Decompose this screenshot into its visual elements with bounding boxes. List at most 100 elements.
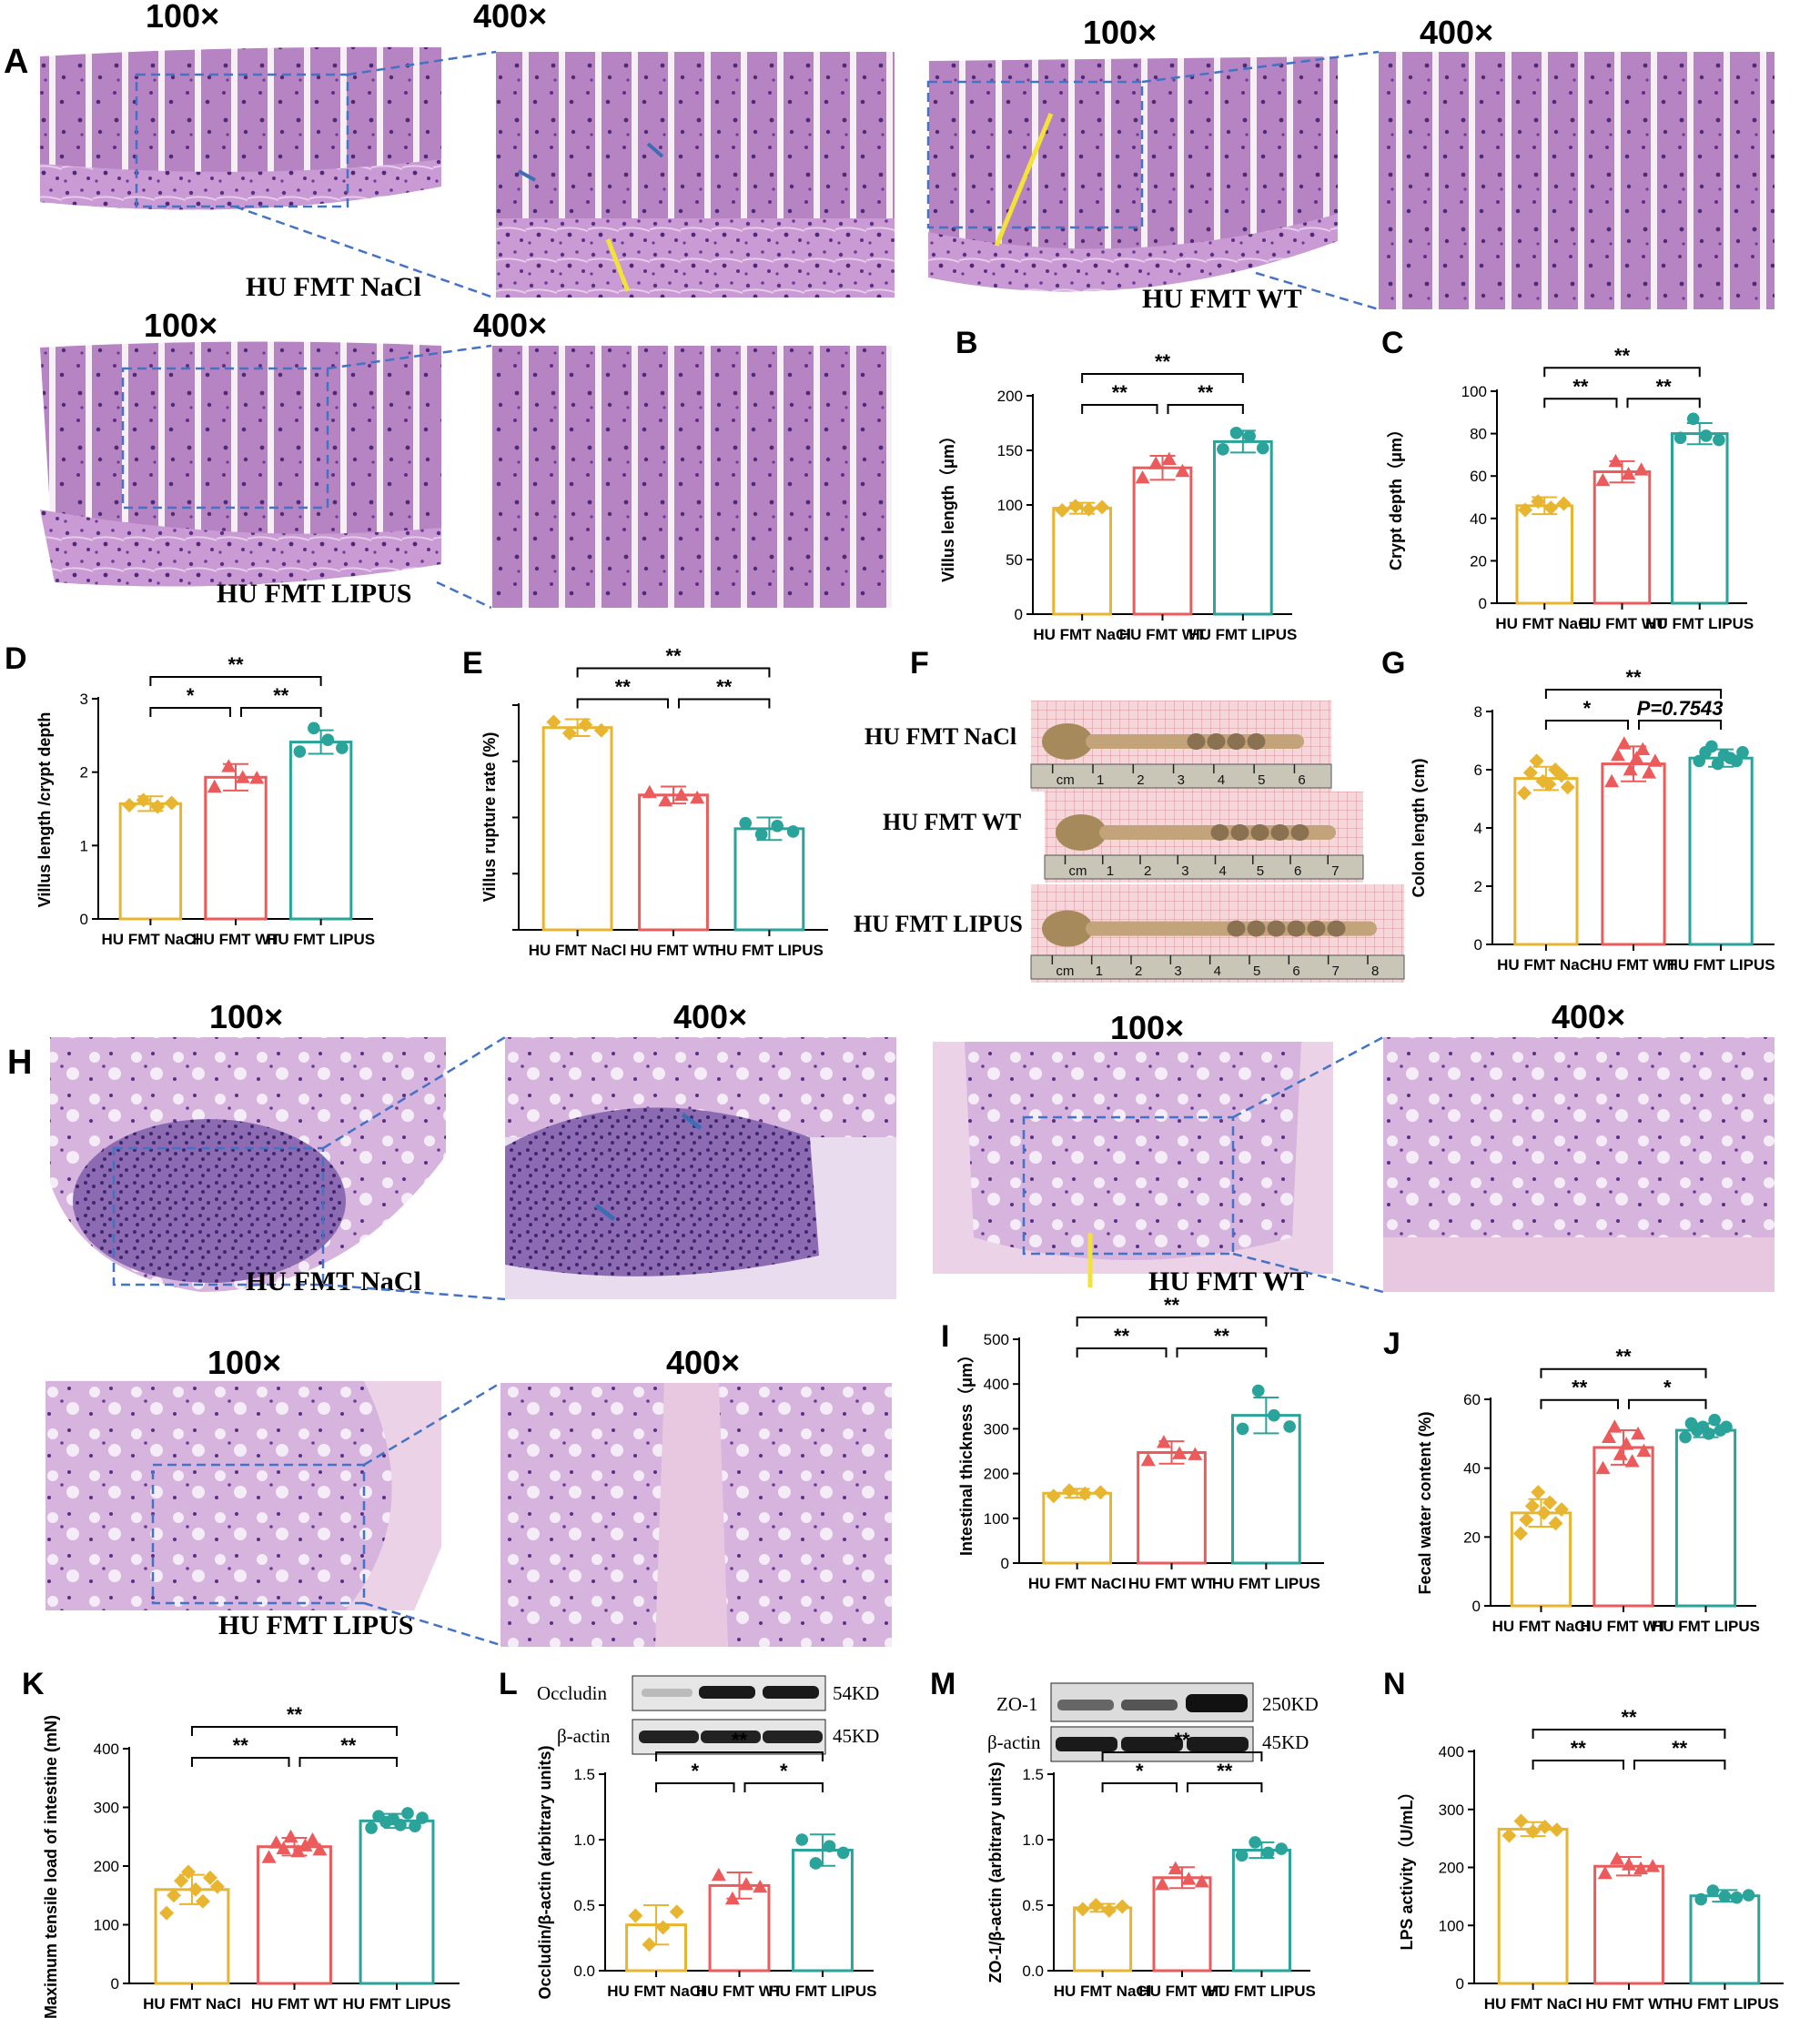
data-point (578, 717, 593, 732)
ruler-tick-label: 4 (1219, 863, 1227, 879)
y-axis-label: LPS activity（U/mL） (1398, 1783, 1416, 1950)
bar (1671, 432, 1729, 605)
blot-l: Occludin 54KD β-actin 45KD (537, 1675, 879, 1755)
mag-label-a1-high: 400× (473, 0, 547, 35)
y-tick-label: 0 (1472, 1598, 1481, 1615)
fecal-pellet (1227, 920, 1246, 937)
data-point (561, 725, 577, 741)
x-tick-label: HU FMT WT (251, 1995, 339, 2013)
x-tick-label: HU FMT LIPUS (1645, 615, 1754, 632)
y-axis-label: Intestinal thickness（μm） (957, 1347, 976, 1556)
data-point (1647, 753, 1663, 767)
data-point (1742, 1889, 1755, 1902)
significance-bracket (1076, 1347, 1168, 1357)
colon-photo-2: cm 1 2 3 4 5 6 7 8 (1030, 884, 1405, 983)
x-tick-label: HU FMT LIPUS (715, 942, 824, 959)
significance-label: ** (1672, 1737, 1688, 1760)
zoom-line (234, 205, 497, 300)
panel-label: G (1381, 646, 1405, 681)
significance-label: ** (287, 1703, 303, 1726)
significance-bracket (743, 1782, 824, 1792)
group-label-a-wt: HU FMT WT (1142, 284, 1302, 314)
micrograph-h-wt-400x (1383, 1037, 1774, 1292)
chart-j: J 0 20 40 60 Fecal water content (%) HU FMT Na… (1383, 1327, 1760, 1635)
data-point (1161, 451, 1177, 465)
data-point (1633, 1861, 1649, 1875)
data-point (1553, 768, 1569, 783)
fecal-pellet (1327, 920, 1346, 937)
significance-bracket (1081, 373, 1244, 383)
arrow-icon (518, 169, 536, 182)
fecal-pellet (1230, 824, 1249, 841)
data-point (1531, 1485, 1546, 1500)
bar (1601, 762, 1666, 946)
zoom-line (347, 50, 497, 76)
data-point (1543, 500, 1559, 516)
panel-label-a: A (4, 43, 28, 81)
data-point (836, 1846, 850, 1860)
significance-label: ** (1155, 350, 1171, 373)
data-point (1616, 736, 1632, 750)
y-tick-label: 0 (80, 911, 88, 928)
y-tick-label: 80 (1470, 426, 1487, 443)
significance-label: ** (1656, 375, 1673, 398)
significance-bracket (1628, 1398, 1707, 1409)
significance-label: * (691, 1760, 699, 1782)
data-point (1595, 472, 1611, 487)
y-tick-label: 500 (984, 1331, 1009, 1348)
significance-bracket (190, 1726, 399, 1736)
significance-label: ** (1114, 1325, 1130, 1347)
data-point (1256, 441, 1269, 455)
data-point (1713, 433, 1725, 447)
blot-m-top-label: ZO-1 (996, 1693, 1038, 1715)
blot-band (642, 1689, 693, 1697)
significance-bracket (1633, 1760, 1726, 1770)
fecal-pellet (1207, 733, 1226, 750)
panel-label: E (462, 646, 483, 681)
zoom-line (436, 580, 492, 610)
x-tick-label: HU FMT LIPUS (1652, 1618, 1760, 1635)
data-point (1636, 1443, 1652, 1458)
data-point (1633, 462, 1649, 476)
x-tick-label: HU FMT LIPUS (1212, 1575, 1320, 1592)
blot-band (1057, 1700, 1114, 1710)
data-point (1730, 1891, 1744, 1904)
significance-label: ** (665, 644, 682, 667)
chart-l: L 0.0 0.5 1.0 1.5 Occludin/β-actin (arbitrary… (499, 1667, 876, 2000)
data-point (1607, 1419, 1623, 1433)
data-point (1608, 453, 1623, 468)
significance-label: ** (1174, 1729, 1190, 1751)
ruler-tick-label: 7 (1332, 964, 1340, 979)
data-point (1542, 1495, 1558, 1510)
significance-label: ** (233, 1734, 249, 1757)
zoom-line (322, 1035, 506, 1150)
data-point (1610, 748, 1625, 762)
data-point (1624, 1454, 1640, 1468)
micrograph-a-nacl-100x: HU FMT NaCl (40, 46, 441, 302)
y-tick-label: 1 (80, 837, 88, 854)
data-point (1531, 494, 1546, 510)
data-point (1229, 427, 1243, 439)
group-label-h-lipus: HU FMT LIPUS (218, 1610, 413, 1640)
x-tick-label: HU FMT WT (1580, 1618, 1667, 1635)
villus-guide-line (994, 113, 1054, 247)
data-point (1181, 1872, 1197, 1885)
fecal-pellet (1307, 920, 1326, 937)
data-point (1736, 746, 1749, 759)
x-tick-label: HU FMT NaCl (1028, 1575, 1127, 1592)
bar (1132, 466, 1193, 616)
data-point (724, 1891, 740, 1905)
data-point (235, 770, 250, 783)
panel-label: B (956, 326, 978, 360)
data-point (771, 819, 784, 832)
blot-l-bottom-label: β-actin (557, 1725, 611, 1747)
data-point (1700, 429, 1713, 442)
data-point (1502, 1828, 1517, 1843)
fecal-pellet (1210, 824, 1229, 841)
bar (1513, 777, 1579, 946)
data-point (1140, 1452, 1156, 1467)
x-tick-label: HU FMT LIPUS (768, 1983, 876, 2000)
data-point (1597, 1865, 1613, 1880)
data-point (249, 771, 265, 784)
significance-label: ** (1198, 381, 1214, 404)
